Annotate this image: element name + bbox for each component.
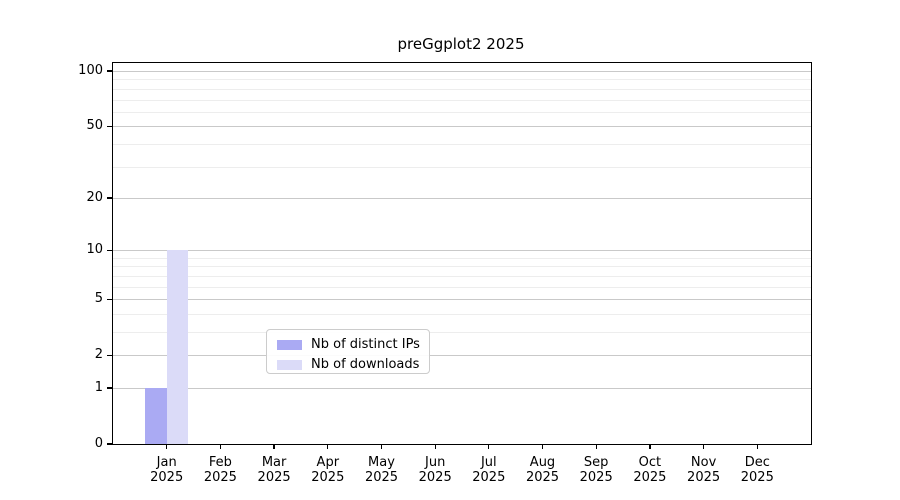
y-minor-gridline bbox=[113, 313, 811, 315]
y-major-gridline bbox=[113, 250, 811, 252]
y-major-gridline bbox=[113, 299, 811, 301]
y-axis-tick-label: 0 bbox=[94, 436, 103, 451]
y-major-gridline bbox=[113, 71, 811, 72]
bar-nb-of-downloads bbox=[166, 250, 189, 444]
y-axis-tick bbox=[107, 70, 113, 72]
y-major-gridline bbox=[113, 126, 811, 128]
y-minor-gridline bbox=[113, 266, 811, 268]
y-minor-gridline bbox=[113, 143, 811, 145]
x-axis-tick-label: Mar 2025 bbox=[257, 455, 291, 485]
x-axis-tick-label: Jan 2025 bbox=[150, 455, 184, 485]
y-axis-tick-label: 100 bbox=[78, 63, 103, 78]
x-axis-tick bbox=[327, 444, 329, 449]
y-major-gridline bbox=[113, 197, 811, 199]
y-axis-tick bbox=[107, 354, 113, 356]
x-axis-tick bbox=[595, 444, 597, 449]
legend-label: Nb of distinct IPs bbox=[311, 337, 420, 352]
x-axis-tick bbox=[380, 444, 383, 449]
legend-label: Nb of downloads bbox=[311, 357, 420, 372]
x-axis-tick bbox=[541, 444, 544, 449]
x-axis-tick-label: Oct 2025 bbox=[633, 455, 667, 485]
x-axis-tick bbox=[273, 444, 275, 449]
x-axis-tick bbox=[702, 444, 705, 449]
y-axis-tick bbox=[107, 125, 113, 127]
y-axis-tick-label: 1 bbox=[94, 380, 103, 395]
y-axis-tick bbox=[107, 249, 113, 251]
x-axis-tick-label: Jul 2025 bbox=[472, 455, 506, 485]
x-axis-tick bbox=[756, 444, 758, 449]
y-axis-tick-label: 5 bbox=[94, 291, 103, 307]
x-axis-tick-label: May 2025 bbox=[364, 455, 399, 485]
y-minor-gridline bbox=[113, 166, 811, 168]
y-axis-tick-label: 50 bbox=[86, 118, 103, 134]
x-axis-tick-label: Sep 2025 bbox=[579, 455, 613, 485]
plot-area: 0 1 2 5 10 20 50 100 Jan 2025 Feb 2025 Mar 2025 Apr… bbox=[78, 62, 812, 485]
x-axis-tick-label: Aug 2025 bbox=[525, 455, 560, 485]
x-axis-tick bbox=[219, 444, 222, 449]
x-axis-tick-label: Feb 2025 bbox=[203, 455, 237, 485]
x-axis-tick-label: Nov 2025 bbox=[687, 455, 721, 485]
y-axis-tick-label: 20 bbox=[86, 189, 103, 205]
chart-title: preGgplot2 2025 bbox=[397, 35, 525, 53]
y-minor-gridline bbox=[113, 99, 811, 101]
legend: Nb of distinct IPs Nb of downloads bbox=[266, 329, 430, 374]
y-major-gridline bbox=[113, 388, 811, 389]
x-axis-tick bbox=[488, 444, 490, 449]
x-axis-tick bbox=[649, 444, 651, 449]
x-axis-tick-label: Jun 2025 bbox=[418, 455, 452, 485]
y-axis-tick-label: 2 bbox=[94, 347, 103, 363]
x-axis-tick-label: Apr 2025 bbox=[311, 455, 345, 485]
y-minor-gridline bbox=[113, 257, 811, 259]
y-axis-tick bbox=[107, 298, 113, 300]
x-axis-tick bbox=[434, 444, 436, 449]
y-axis-tick-label: 10 bbox=[86, 242, 103, 258]
y-axis-tick bbox=[107, 197, 113, 199]
x-axis-tick-label: Dec 2025 bbox=[740, 455, 774, 485]
y-axis-tick bbox=[107, 387, 113, 389]
y-major-gridline bbox=[113, 355, 811, 357]
y-minor-gridline bbox=[113, 332, 811, 333]
x-axis-tick bbox=[166, 444, 168, 449]
legend-swatch bbox=[277, 359, 302, 370]
y-minor-gridline bbox=[113, 111, 811, 113]
legend-swatch bbox=[277, 339, 302, 350]
y-minor-gridline bbox=[113, 88, 811, 90]
bar-nb-of-distinct-ips bbox=[145, 388, 167, 444]
y-minor-gridline bbox=[113, 79, 811, 81]
legend-item: Nb of downloads bbox=[277, 356, 429, 373]
y-axis-tick bbox=[107, 443, 113, 445]
y-minor-gridline bbox=[113, 286, 811, 288]
y-minor-gridline bbox=[113, 275, 811, 277]
legend-item: Nb of distinct IPs bbox=[277, 336, 429, 353]
